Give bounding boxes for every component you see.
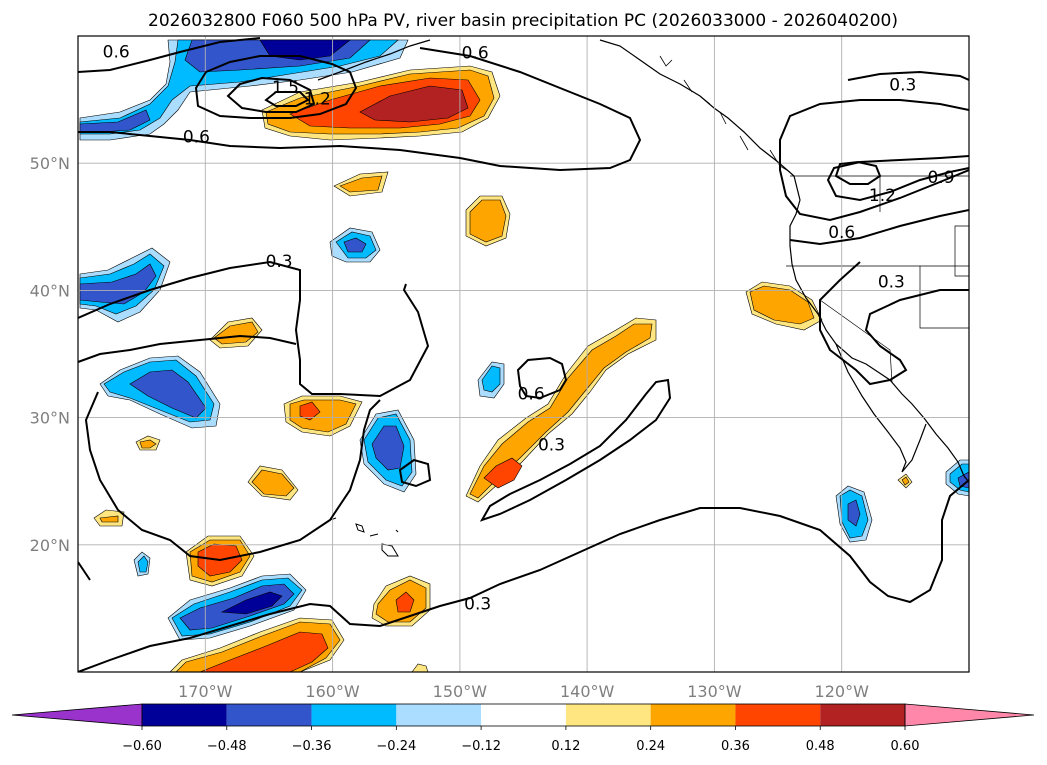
pv-contour — [398, 458, 432, 488]
pv-contour — [847, 70, 969, 81]
colorbar-segment — [565, 704, 651, 726]
chart-title: 2026032800 F060 500 hPa PV, river basin … — [148, 11, 898, 31]
y-tick-label: 40°N — [30, 281, 70, 300]
pv-contour — [819, 261, 969, 386]
colorbar-tick-label: −0.48 — [207, 739, 247, 754]
x-tick-label: 120°W — [815, 682, 870, 701]
pv-contour-label: 0.3 — [878, 272, 905, 292]
colorbar-segment — [820, 704, 905, 726]
pv-contour-label: 0.3 — [538, 435, 565, 455]
precip-anomaly — [79, 247, 171, 323]
pv-contour — [479, 378, 672, 522]
precip-anomaly — [261, 65, 501, 141]
coastline-alaska — [317, 39, 431, 81]
pv-contour — [78, 334, 297, 363]
pv-contour — [78, 37, 261, 73]
y-tick-label: 30°N — [30, 409, 70, 428]
precip-anomaly — [897, 473, 913, 489]
pv-contour-label: 0.6 — [518, 384, 545, 404]
pv-contour — [226, 76, 316, 113]
pv-contour-label: 0.3 — [464, 594, 491, 614]
pv-contour-label: 0.6 — [103, 42, 130, 62]
x-tick-label: 160°W — [305, 682, 360, 701]
precip-anomaly — [835, 485, 873, 543]
pv-contour — [78, 561, 91, 581]
colorbar: −0.60 −0.48 −0.36 −0.24 −0.12 0.12 0.24 0.36 0.4… — [11, 703, 1035, 754]
x-axis-ticks: 170°W 160°W 150°W 140°W 130°W 120°W — [178, 682, 869, 701]
colorbar-tick-label: 0.48 — [806, 739, 835, 754]
precip-anomaly — [99, 355, 221, 429]
colorbar-tick-label: −0.60 — [122, 739, 162, 754]
colorbar-segment — [142, 704, 227, 726]
x-tick-label: 150°W — [433, 682, 488, 701]
pv-contour — [78, 260, 430, 398]
y-tick-label: 20°N — [30, 536, 70, 555]
precip-anomaly — [359, 409, 417, 493]
colorbar-extend-max — [904, 703, 1035, 727]
pv-contour — [264, 91, 310, 107]
colorbar-extend-min — [11, 703, 143, 727]
colorbar-segment — [311, 704, 397, 726]
colorbar-frame — [141, 703, 906, 727]
colorbar-tick-label: −0.36 — [292, 739, 332, 754]
colorbar-tick-label: 0.12 — [551, 739, 580, 754]
x-tick-label: 140°W — [560, 682, 615, 701]
pv-contour — [834, 160, 882, 185]
pv-contour — [194, 55, 358, 119]
pv-contour-label: 0.6 — [828, 223, 855, 243]
pv-contour-label: 0.9 — [927, 168, 954, 188]
precip-anomaly — [333, 171, 389, 197]
y-tick-label: 50°N — [30, 154, 70, 173]
x-tick-label: 170°W — [178, 682, 233, 701]
pv-contour-label: 1.2 — [304, 89, 331, 109]
precip-anomaly — [169, 617, 345, 672]
pv-contour-label: 0.6 — [462, 44, 489, 64]
precip-anomaly — [283, 395, 363, 437]
colorbar-tick-label: −0.24 — [376, 739, 416, 754]
pv-contour-label: 0.3 — [266, 252, 293, 272]
pv-contour-label: 0.6 — [183, 127, 210, 147]
precip-anomaly — [135, 435, 161, 451]
gridlines — [78, 36, 969, 672]
pv-contour-label: 1.2 — [869, 186, 896, 206]
y-axis-ticks: 20°N 30°N 40°N 50°N — [30, 154, 70, 555]
coastline-baja — [835, 343, 927, 473]
precip-anomaly — [133, 551, 151, 577]
colorbar-segment — [226, 704, 312, 726]
map-area: 0.6 0.60.31.51.20.61.20.90.60.30.30.60.30… — [78, 36, 969, 672]
pv-contour-label: 0.3 — [889, 75, 916, 95]
pv-contour — [78, 47, 642, 172]
coastline-bc-islands — [659, 55, 791, 173]
colorbar-tick-label: 0.24 — [636, 739, 665, 754]
pv-contour — [789, 209, 969, 246]
colorbar-segment — [396, 704, 482, 726]
pv-contour-layer — [78, 37, 969, 672]
precip-anomaly — [411, 663, 429, 672]
map-frame — [77, 35, 970, 673]
precip-anomaly — [745, 281, 823, 331]
colorbar-tick-label: −0.12 — [461, 739, 501, 754]
colorbar-segment — [650, 704, 736, 726]
pv-contour — [826, 155, 969, 202]
pv-contour — [78, 479, 969, 672]
colorbar-tick-label: 0.60 — [891, 739, 920, 754]
colorbar-segment — [481, 704, 566, 726]
precip-anomaly — [477, 361, 505, 399]
pv-contour — [516, 356, 568, 400]
precip-anomaly — [465, 317, 657, 503]
precip-anomaly — [167, 573, 307, 641]
precip-anomaly — [329, 227, 381, 263]
pv-contour-labels: 0.6 0.60.31.51.20.61.20.90.60.30.30.60.30… — [103, 42, 955, 614]
pv-contour — [779, 99, 969, 222]
pv-contour-label: 1.5 — [272, 78, 299, 98]
precip-anomaly — [93, 509, 125, 527]
x-tick-label: 130°W — [687, 682, 742, 701]
colorbar-segment — [735, 704, 821, 726]
pv-contour — [84, 391, 381, 562]
precip-anomaly — [247, 465, 299, 501]
colorbar-tick-label: 0.36 — [721, 739, 750, 754]
precip-anomaly — [465, 195, 511, 247]
